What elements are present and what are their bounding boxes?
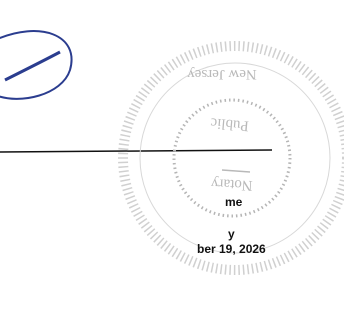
document-text: me	[225, 195, 243, 209]
seal-ring	[140, 63, 330, 253]
signature-line	[0, 150, 272, 152]
seal-divider	[222, 170, 250, 172]
seal-title-top: Public	[210, 114, 250, 133]
document-text: ber 19, 2026	[197, 242, 266, 256]
signature-stroke	[5, 52, 60, 80]
document-text: y	[228, 227, 235, 241]
seal-state: New Jersey	[187, 66, 257, 82]
page: {"seal": {"state": "New Jersey", "title_…	[0, 0, 344, 318]
seal-title-bottom: Notary	[210, 175, 253, 193]
document-scan: New Jersey Public Notary me y ber 19, 20…	[0, 0, 344, 318]
